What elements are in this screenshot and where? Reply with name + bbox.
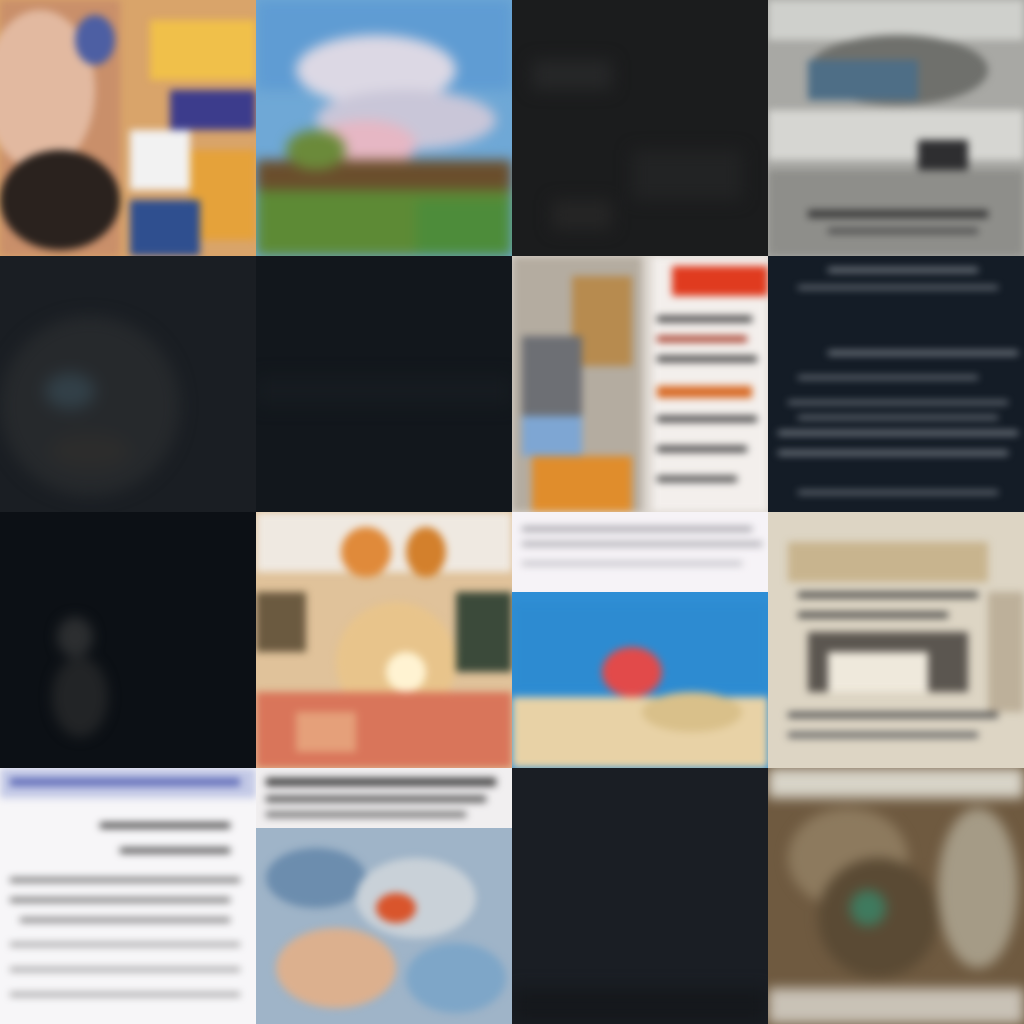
dark-noise-image <box>256 256 512 512</box>
tile-blue-painting-with-text <box>512 512 768 768</box>
tile-white-text-page <box>0 768 256 1024</box>
blue-painting-image <box>512 512 768 768</box>
colorful-abstract-image <box>256 512 512 768</box>
tile-colorful-abstract <box>256 512 512 768</box>
tile-text-header-with-abstract <box>256 768 512 1024</box>
tile-dark-face <box>0 256 256 512</box>
dark-figure-image <box>0 512 256 768</box>
tile-sepia-document <box>768 512 1024 768</box>
tile-grey-scene <box>768 0 1024 256</box>
white-text-page-image <box>0 768 256 1024</box>
tile-dark-text-page <box>768 256 1024 512</box>
sepia-document-image <box>768 512 1024 768</box>
dark-noise-image <box>512 768 768 1024</box>
tile-abstract-portrait <box>0 0 256 256</box>
dark-text-page-image <box>768 256 1024 512</box>
tile-dark-figure <box>0 512 256 768</box>
brown-blurred-scene-image <box>768 768 1024 1024</box>
grey-scene-image <box>768 0 1024 256</box>
tile-dark-noise-3 <box>512 768 768 1024</box>
collage-image <box>512 256 768 512</box>
text-header-abstract-image <box>256 768 512 1024</box>
tile-brown-blurred-scene <box>768 768 1024 1024</box>
tile-dark-noise-1 <box>512 0 768 256</box>
dark-noise-image <box>512 0 768 256</box>
landscape-painting-image <box>256 0 512 256</box>
abstract-portrait-image <box>0 0 256 256</box>
tile-collage-with-text <box>512 256 768 512</box>
tile-dark-noise-2 <box>256 256 512 512</box>
dark-face-image <box>0 256 256 512</box>
tile-landscape-painting <box>256 0 512 256</box>
